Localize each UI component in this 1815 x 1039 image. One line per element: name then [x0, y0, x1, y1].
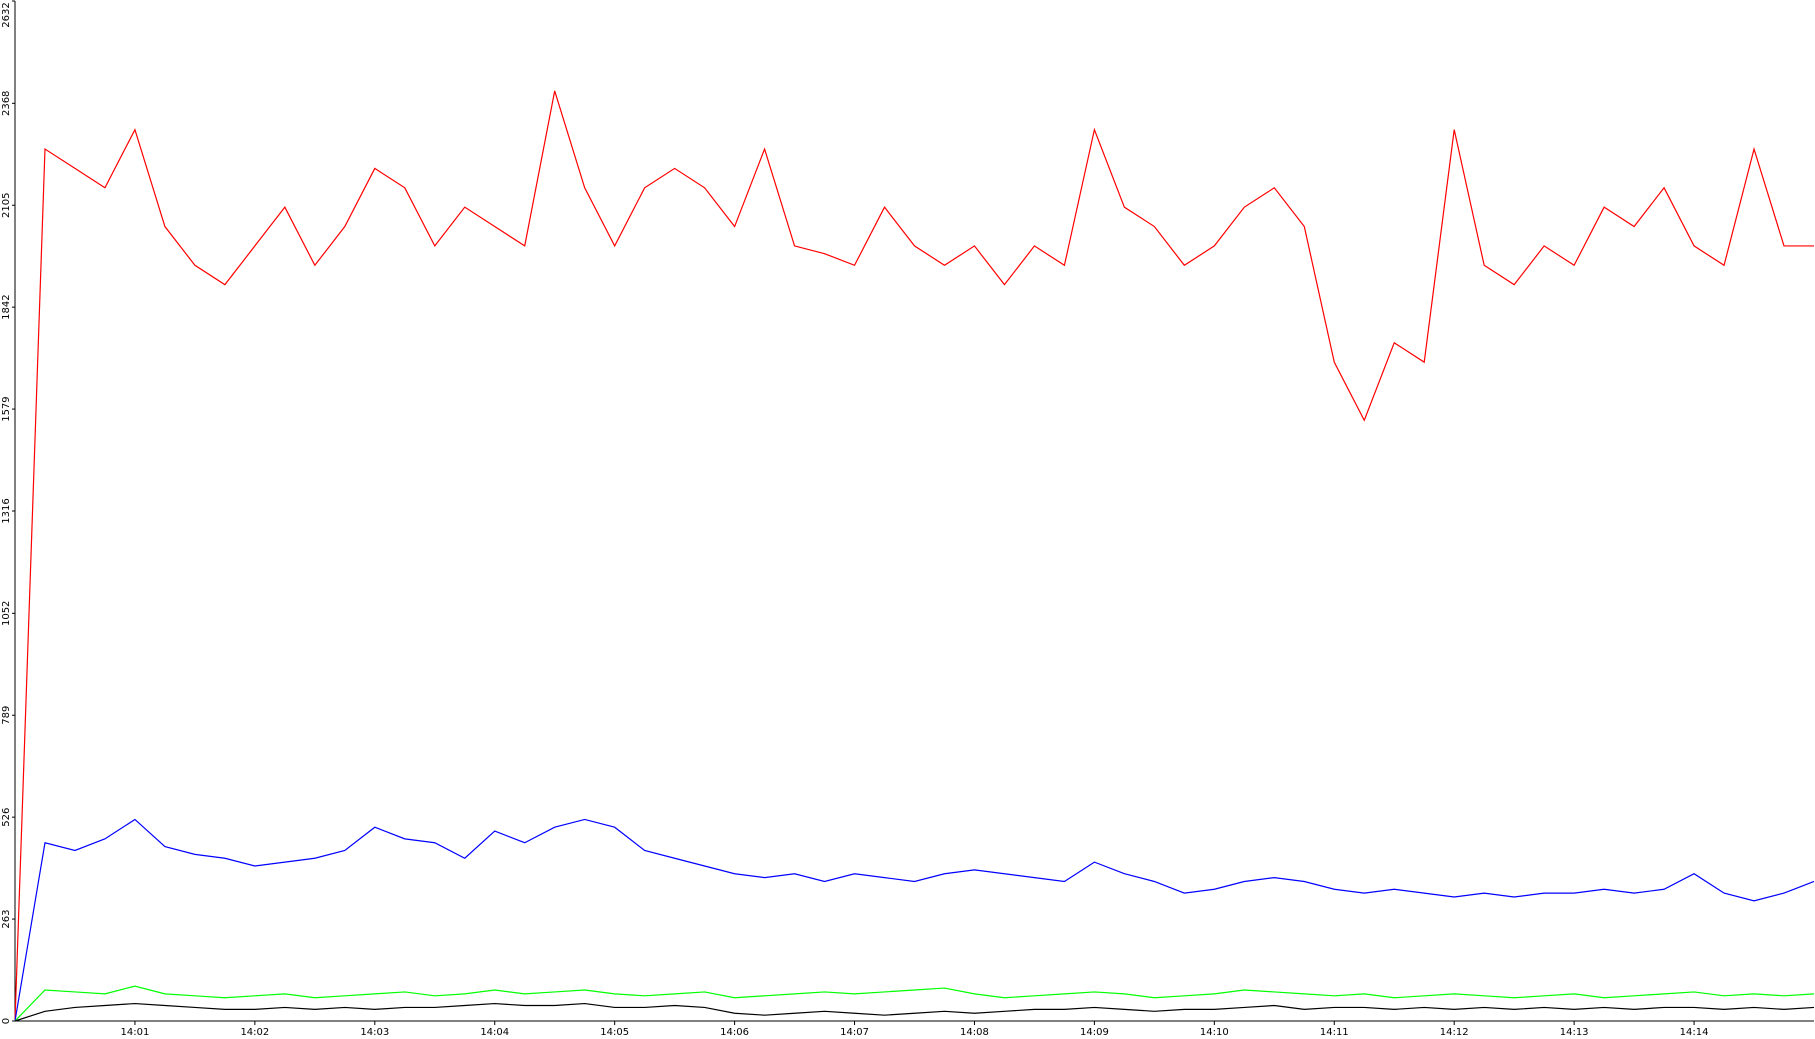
y-tick-label: 263: [1, 910, 12, 929]
x-tick-label: 14:07: [840, 1027, 869, 1038]
y-tick-label: 1052: [1, 601, 12, 626]
x-tick-label: 14:08: [960, 1027, 989, 1038]
y-tick-label: 1579: [1, 396, 12, 421]
x-tick-label: 14:10: [1200, 1027, 1229, 1038]
series-line: [14, 90, 1814, 1022]
x-tick-label: 14:02: [240, 1027, 269, 1038]
x-tick-label: 14:04: [480, 1027, 509, 1038]
x-tick-label: 14:03: [360, 1027, 389, 1038]
y-tick-label: 2368: [1, 91, 12, 116]
y-tick-label: 2632: [1, 2, 12, 27]
y-tick-label: 526: [1, 808, 12, 827]
series-line: [14, 1002, 1815, 1022]
x-tick-label: 14:06: [720, 1027, 749, 1038]
y-tick-label: 1842: [1, 294, 12, 319]
x-tick-label: 14:09: [1080, 1027, 1109, 1038]
y-tick-label: 1316: [1, 498, 12, 523]
x-tick-label: 14:13: [1560, 1027, 1589, 1038]
y-tick-label: 2105: [1, 193, 12, 218]
x-tick-label: 14:05: [600, 1027, 629, 1038]
y-tick-label: 0: [1, 1018, 12, 1024]
x-tick-label: 14:11: [1320, 1027, 1349, 1038]
x-tick-label: 14:12: [1440, 1027, 1469, 1038]
x-tick-label: 14:01: [121, 1027, 150, 1038]
y-tick-label: 789: [1, 706, 12, 725]
series-line: [14, 818, 1815, 1022]
x-tick-label: 14:14: [1680, 1027, 1709, 1038]
series-line: [14, 985, 1815, 1022]
